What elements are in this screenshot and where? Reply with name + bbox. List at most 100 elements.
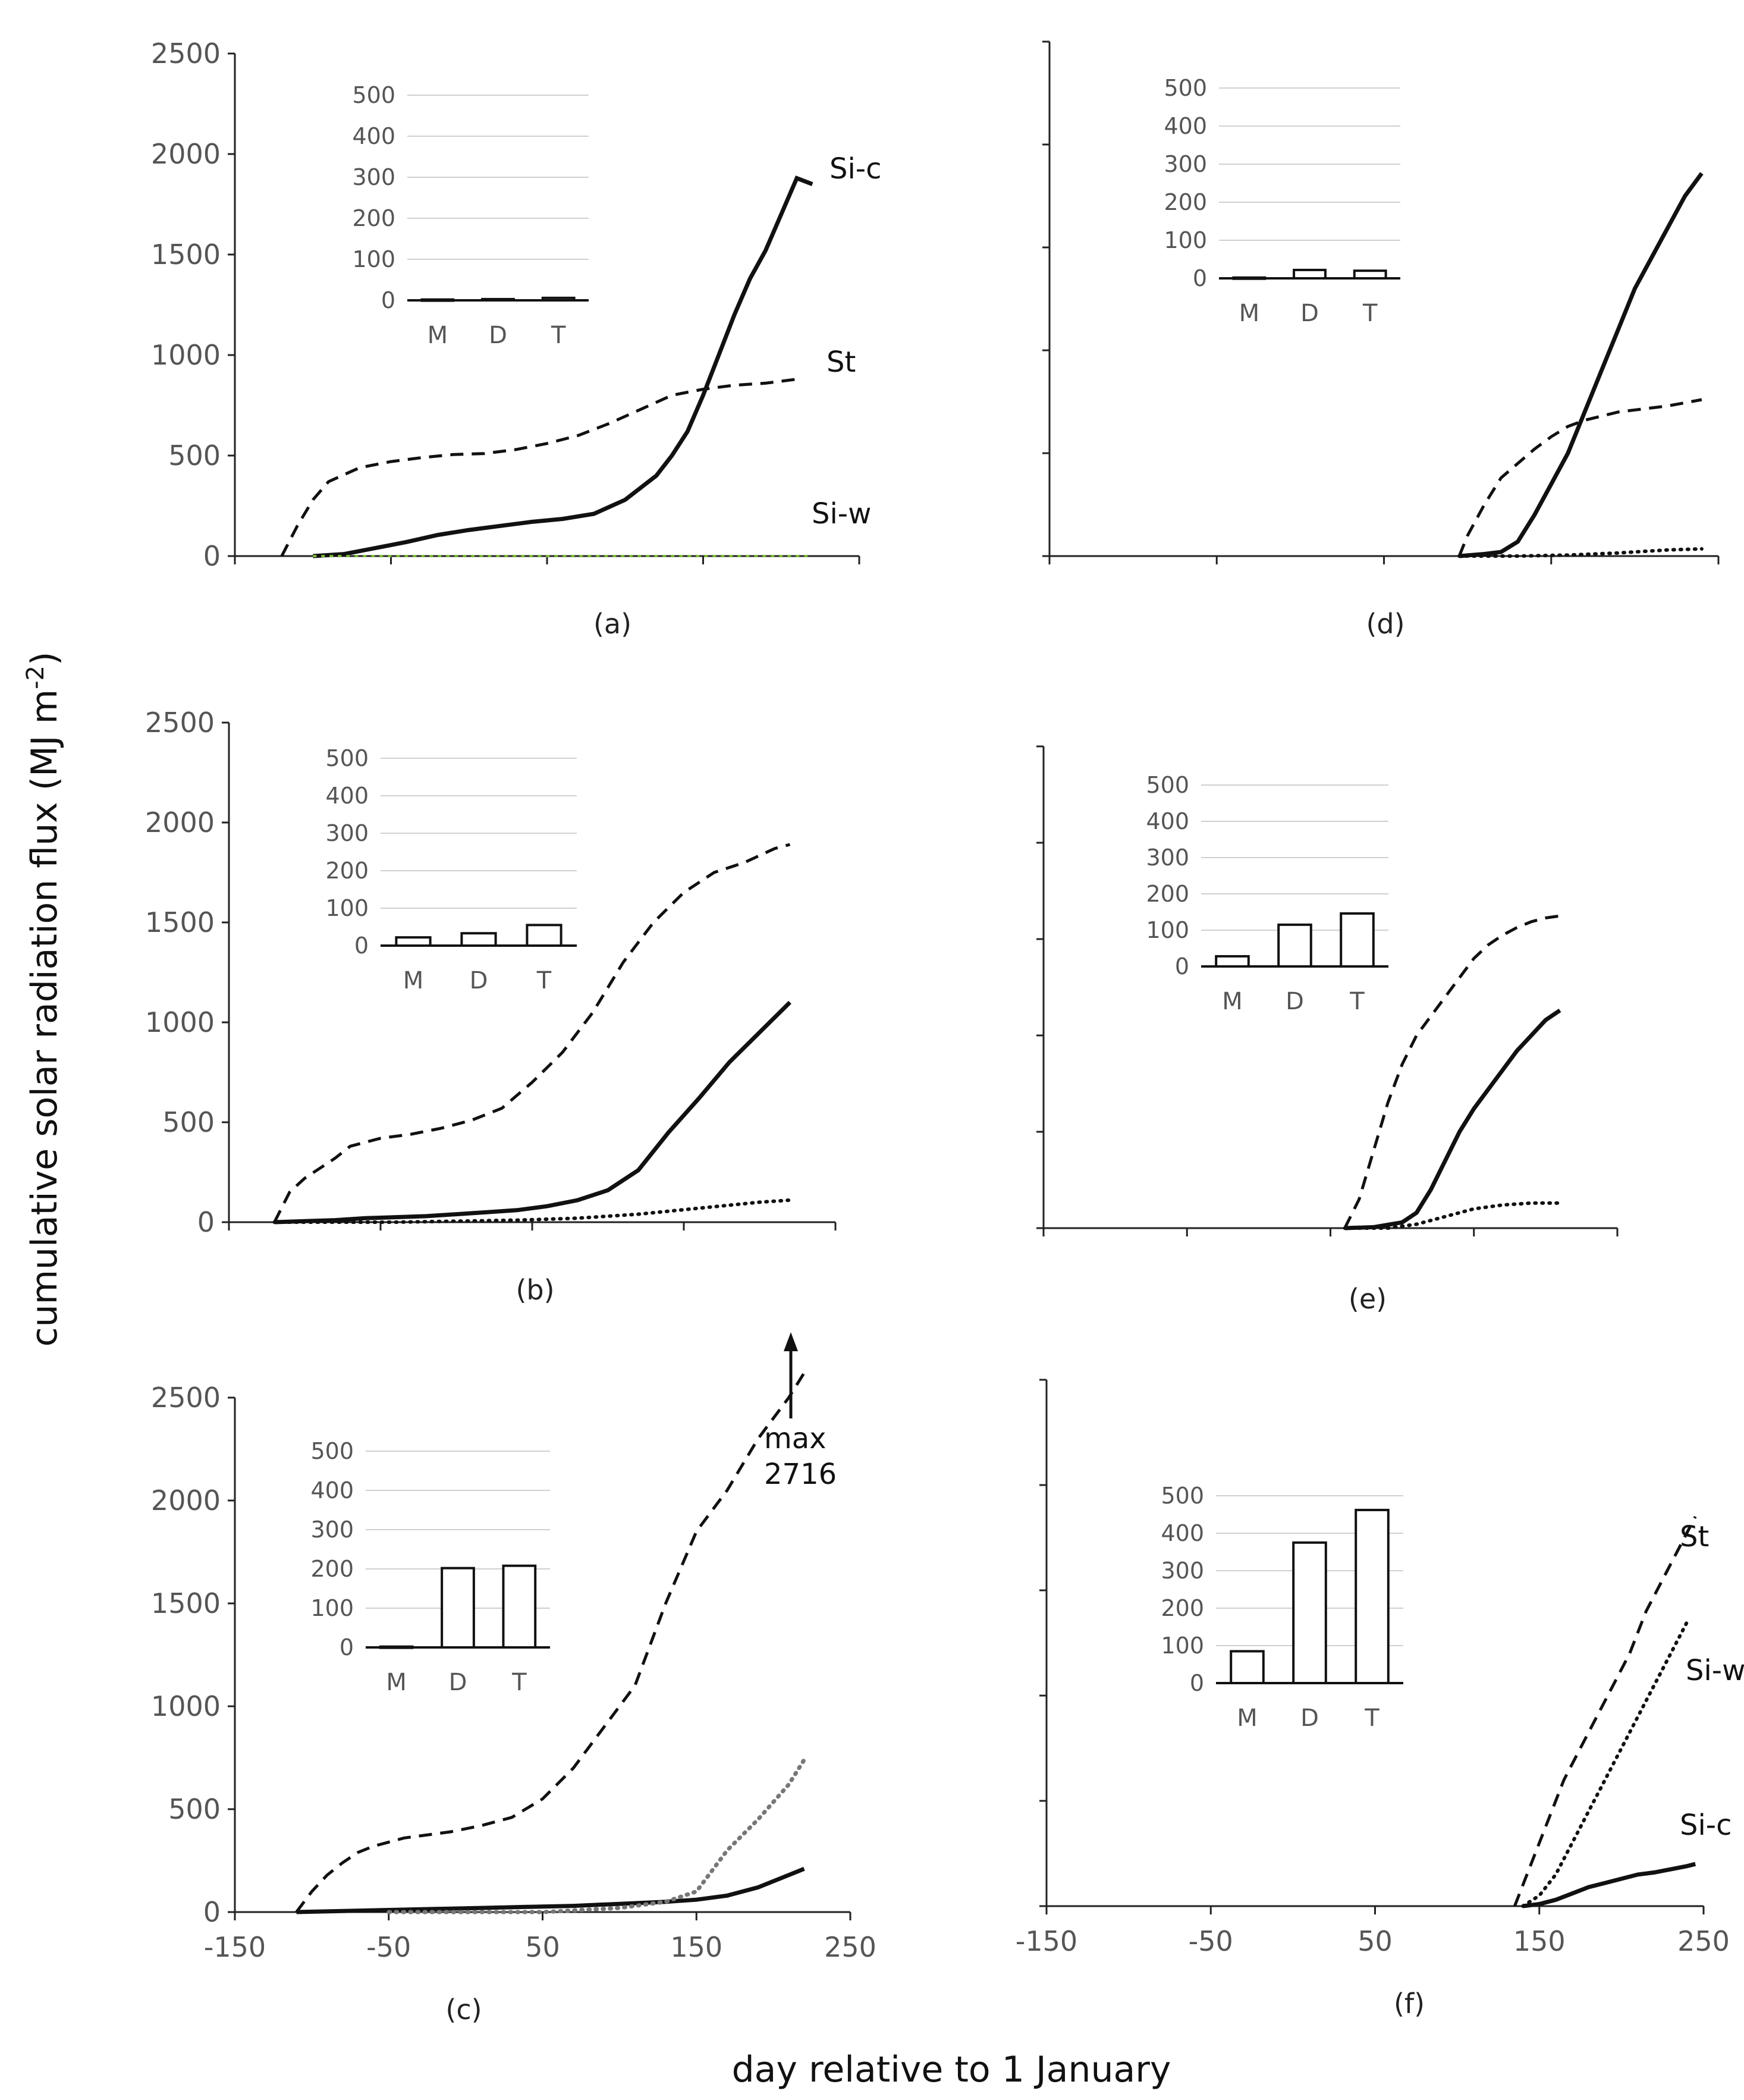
inset-bar-chart: 0 100 200 300 400 500 M D T xyxy=(1146,772,1388,1015)
y-tick-label: 500 xyxy=(168,440,221,472)
inset-y-tick-label: 500 xyxy=(1146,772,1189,798)
inset-bar-chart: 0 100 200 300 400 500 M D T xyxy=(352,82,589,349)
inset-category-label: M xyxy=(386,1669,407,1696)
series-label: Si-w xyxy=(812,497,871,531)
x-tick-label: -150 xyxy=(204,1931,266,1963)
inset-y-tick-label: 300 xyxy=(1146,845,1189,871)
inset-bar-T xyxy=(1355,1508,1390,1684)
inset-bar-chart: 0 100 200 300 400 500 M D T xyxy=(325,745,577,994)
panel-label: (d) xyxy=(1366,608,1404,640)
inset-y-tick-label: 200 xyxy=(1161,1595,1204,1621)
inset-y-tick-label: 0 xyxy=(1175,953,1189,980)
y-tick-label: 0 xyxy=(197,1206,215,1238)
inset-y-tick-label: 500 xyxy=(325,745,369,771)
inset-category-label: T xyxy=(1349,988,1365,1015)
x-tick-label: 50 xyxy=(525,1931,560,1963)
y-tick-label: 2500 xyxy=(151,37,221,70)
panel-0: 0 500 1000 1500 2000 2500 Si-c St Si-w 0 100 200 300… xyxy=(151,37,882,640)
inset-y-tick-label: 0 xyxy=(1193,265,1207,291)
inset-category-label: D xyxy=(449,1669,467,1696)
inset-y-tick-label: 0 xyxy=(381,287,395,313)
inset-y-tick-label: 0 xyxy=(354,933,369,959)
inset-y-tick-label: 100 xyxy=(310,1595,354,1621)
y-axis-title-superscript: -2 xyxy=(22,666,49,689)
y-axis-title-end: ) xyxy=(24,652,65,666)
inset-category-label: T xyxy=(1364,1705,1380,1732)
series-line-dotted xyxy=(272,1198,792,1224)
inset-category-label: D xyxy=(470,967,488,994)
inset-y-tick-label: 400 xyxy=(310,1477,354,1503)
y-axis-title: cumulative solar radiation flux (MJ m-2) xyxy=(22,652,65,1347)
series-line-dashed xyxy=(1343,914,1560,1229)
inset-category-label: M xyxy=(403,967,424,994)
inset-bar-D xyxy=(1292,1541,1327,1684)
y-tick-label: 0 xyxy=(203,1896,221,1928)
series-label: Si-c xyxy=(1680,1809,1732,1842)
y-tick-label: 2500 xyxy=(145,707,215,739)
series-line-solid xyxy=(313,175,813,558)
panel-1: 0 500 1000 1500 2000 2500 0 100 200 300 400 500 M D T (… xyxy=(145,707,837,1306)
inset-y-tick-label: 200 xyxy=(310,1556,354,1582)
inset-y-tick-label: 100 xyxy=(1146,917,1189,943)
inset-y-tick-label: 500 xyxy=(1161,1483,1204,1509)
x-tick-label: 50 xyxy=(1358,1925,1393,1957)
series-line-dashed xyxy=(1457,398,1702,557)
inset-bar-chart: 0 100 200 300 400 500 M D T xyxy=(310,1438,550,1696)
inset-y-tick-label: 500 xyxy=(1164,75,1207,101)
inset-category-label: D xyxy=(1300,1705,1319,1732)
x-tick-label: 250 xyxy=(824,1931,876,1963)
inset-bar-chart: 0 100 200 300 400 500 M D T xyxy=(1164,75,1400,327)
inset-y-tick-label: 400 xyxy=(1161,1520,1204,1546)
inset-bar-T xyxy=(526,924,563,947)
y-tick-label: 2000 xyxy=(151,138,221,170)
series-line-solid xyxy=(1522,1862,1696,1908)
inset-y-tick-label: 300 xyxy=(1161,1558,1204,1584)
y-tick-label: 2500 xyxy=(151,1382,221,1414)
y-tick-label: 0 xyxy=(203,540,221,572)
inset-bar-T xyxy=(1340,912,1375,968)
inset-y-tick-label: 400 xyxy=(352,123,395,149)
inset-y-tick-label: 200 xyxy=(325,858,369,884)
inset-bar-D xyxy=(460,932,497,947)
y-tick-label: 1000 xyxy=(151,339,221,371)
y-tick-label: 1500 xyxy=(151,1587,221,1619)
y-tick-label: 1000 xyxy=(151,1690,221,1722)
series-line-dashed xyxy=(1513,1515,1697,1907)
series-line-solid xyxy=(296,1867,805,1914)
x-tick-label: 150 xyxy=(1513,1925,1566,1957)
inset-y-tick-label: 300 xyxy=(1164,151,1207,177)
inset-bar-M xyxy=(1230,1650,1265,1684)
series-line-dotted-gray xyxy=(386,1757,806,1914)
y-tick-label: 1500 xyxy=(145,906,215,938)
inset-y-tick-label: 0 xyxy=(1190,1670,1204,1696)
inset-bar-chart: 0 100 200 300 400 500 M D T xyxy=(1161,1483,1403,1732)
series-label: St xyxy=(827,346,856,379)
panel-5: -150 -50 50 150 250 St Si-w Si-c 0 100 200 300 400 50… xyxy=(1016,1379,1744,2020)
inset-category-label: M xyxy=(1237,1705,1258,1732)
y-tick-label: 500 xyxy=(168,1793,221,1825)
panel-4: 0 100 200 300 400 500 M D T (e) xyxy=(1036,745,1619,1315)
y-tick-label: 2000 xyxy=(145,806,215,839)
y-tick-label: 1000 xyxy=(145,1006,215,1038)
series-line-solid xyxy=(274,1000,791,1225)
series-label: Si-w xyxy=(1686,1654,1744,1687)
inset-category-label: T xyxy=(511,1669,527,1696)
x-axis-title: day relative to 1 January xyxy=(732,2049,1171,2090)
inset-y-tick-label: 200 xyxy=(352,205,395,231)
inset-category-label: M xyxy=(1222,988,1243,1015)
inset-y-tick-label: 500 xyxy=(352,82,395,108)
inset-y-tick-label: 100 xyxy=(1161,1633,1204,1659)
inset-bar-M xyxy=(395,936,432,947)
inset-y-tick-label: 500 xyxy=(310,1438,354,1464)
series-line-dotted xyxy=(1521,1620,1689,1908)
panel-3: 0 100 200 300 400 500 M D T (d) xyxy=(1042,40,1720,640)
y-tick-label: 500 xyxy=(162,1106,215,1138)
panel-label: (e) xyxy=(1349,1283,1387,1315)
inset-category-label: M xyxy=(1239,300,1260,327)
inset-category-label: D xyxy=(1286,988,1304,1015)
inset-y-tick-label: 0 xyxy=(340,1634,354,1660)
inset-y-tick-label: 300 xyxy=(325,820,369,846)
inset-y-tick-label: 100 xyxy=(352,246,395,272)
y-axis-title-base: cumulative solar radiation flux (MJ m xyxy=(24,689,65,1347)
